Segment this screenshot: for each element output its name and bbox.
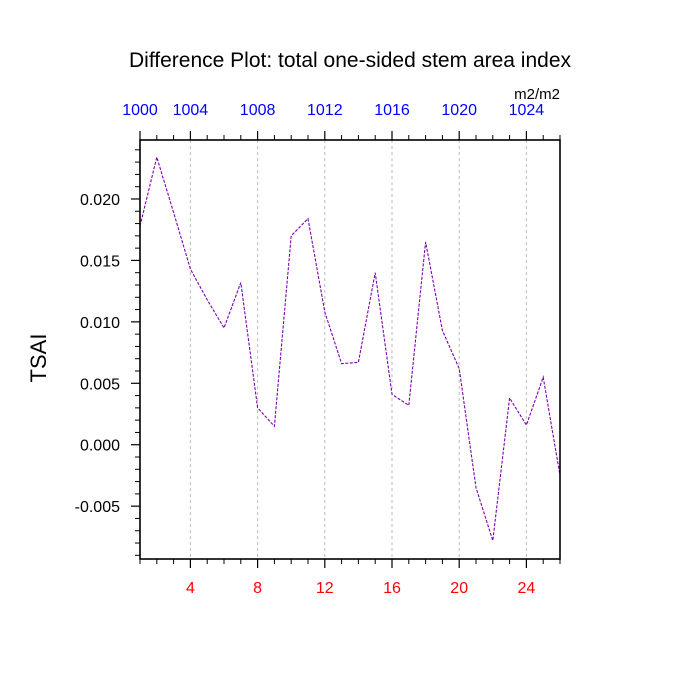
x-top-tick-label: 1004 (173, 102, 209, 119)
x-top-tick-label: 1020 (441, 102, 477, 119)
x-top-tick-label: 1000 (122, 102, 158, 119)
tick-label-layer: 4 8 12 16 20 24 1000 1004 1008 1012 1016 1020 1024 -0… (75, 102, 545, 597)
axis-layer (131, 131, 561, 568)
x-top-tick-label: 1012 (307, 102, 343, 119)
x-tick-label: 16 (383, 580, 401, 597)
plot-frame (139, 139, 561, 560)
x-top-tick-label: 1008 (240, 102, 276, 119)
series-line (139, 155, 561, 541)
x-tick-label: 4 (186, 580, 195, 597)
units-label: m2/m2 (514, 86, 560, 103)
x-tick-label: 8 (253, 580, 262, 597)
x-tick-label: 24 (518, 580, 536, 597)
y-tick-label: -0.005 (75, 499, 120, 516)
y-axis-label: TSAI (26, 334, 51, 383)
x-tick-label: 12 (316, 580, 334, 597)
chart-title: Difference Plot: total one-sided stem ar… (129, 49, 572, 72)
x-tick-label: 20 (450, 580, 468, 597)
y-tick-label: 0.020 (80, 192, 120, 209)
y-tick-label: 0.005 (80, 376, 120, 393)
series-layer (139, 155, 561, 541)
y-tick-label: 0.015 (80, 253, 120, 270)
y-tick-label: 0.000 (80, 438, 120, 455)
grid-layer (189, 140, 527, 559)
x-top-tick-label: 1024 (509, 102, 545, 119)
x-top-tick-label: 1016 (374, 102, 410, 119)
y-tick-label: 0.010 (80, 315, 120, 332)
